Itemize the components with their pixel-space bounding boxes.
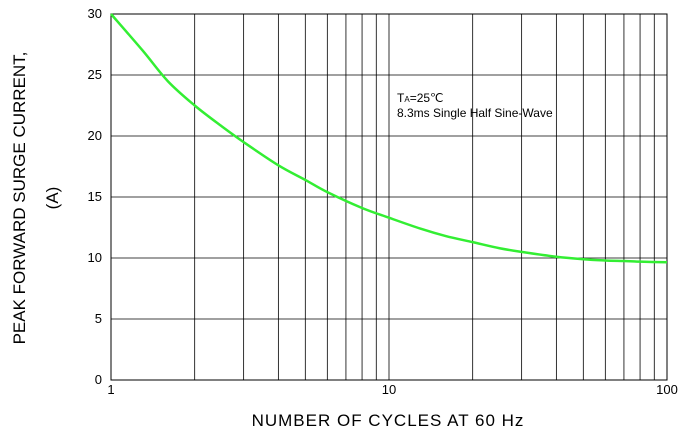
y-axis-label-line1: PEAK FORWARD SURGE CURRENT, — [10, 52, 29, 345]
annotation-subscript: A — [404, 95, 410, 104]
x-tick-labels: 1 10 100 — [107, 382, 677, 397]
annotation-line1: TA=25℃ — [397, 91, 444, 105]
y-axis-label-line2: (A) — [43, 187, 62, 210]
plot-frame — [110, 13, 668, 381]
annotation-line2: 8.3ms Single Half Sine-Wave — [397, 106, 553, 120]
y-tick-label: 10 — [88, 250, 102, 265]
x-tick-label: 1 — [107, 382, 114, 397]
y-tick-label: 15 — [88, 189, 102, 204]
y-tick-label: 5 — [95, 311, 102, 326]
y-tick-label: 20 — [88, 128, 102, 143]
annotation-symbol: T — [397, 91, 405, 105]
y-tick-labels: 0 5 10 15 20 25 30 — [88, 6, 102, 387]
x-tick-label: 10 — [382, 382, 396, 397]
x-tick-label: 100 — [656, 382, 678, 397]
y-tick-label: 30 — [88, 6, 102, 21]
series-line — [110, 13, 668, 264]
annotation-temperature: =25℃ — [410, 91, 444, 105]
grid-lines — [111, 14, 667, 380]
y-tick-label: 0 — [95, 372, 102, 387]
y-tick-label: 25 — [88, 67, 102, 82]
x-axis-label: NUMBER OF CYCLES AT 60 Hz — [252, 411, 525, 430]
